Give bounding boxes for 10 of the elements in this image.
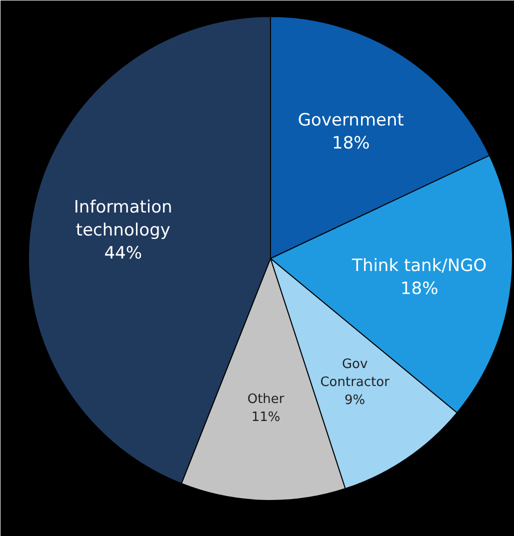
data-label: 44% xyxy=(104,243,142,264)
data-label: 11% xyxy=(251,410,280,425)
slice-label: Government xyxy=(298,110,404,130)
data-label: 9% xyxy=(344,393,366,408)
slice-label: Other xyxy=(247,392,285,407)
data-label: 18% xyxy=(332,133,370,154)
slice-label: Think tank/NGO xyxy=(351,256,487,276)
data-label: 18% xyxy=(400,278,438,299)
slice-label: Gov Contractor xyxy=(320,357,390,390)
slice-label: Information technology xyxy=(74,197,172,240)
